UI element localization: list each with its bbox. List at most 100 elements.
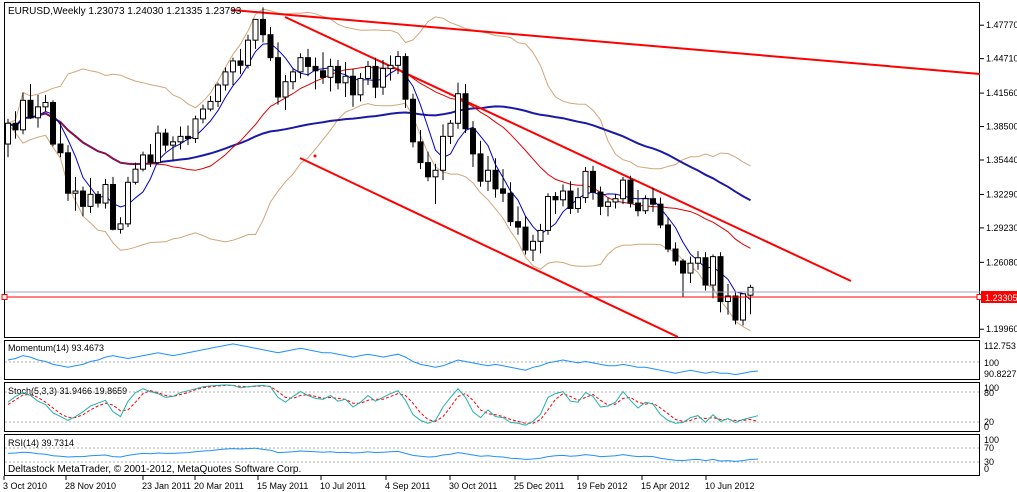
candle-body[interactable] (102, 183, 109, 204)
candle-body[interactable] (335, 65, 341, 84)
rsi-panel[interactable] (4, 434, 980, 476)
candle-body[interactable] (200, 108, 206, 120)
candle-body[interactable] (125, 181, 131, 225)
candle-body[interactable] (560, 190, 566, 201)
bollinger-upper-line[interactable] (7, 8, 751, 170)
candle-body[interactable] (462, 93, 469, 130)
candle-body[interactable] (237, 60, 244, 66)
candle-body[interactable] (5, 122, 11, 145)
candle-body[interactable] (552, 196, 559, 201)
candle-body[interactable] (342, 75, 349, 84)
candle-body[interactable] (455, 93, 461, 124)
candle-body[interactable] (515, 221, 521, 228)
candle-body[interactable] (530, 240, 536, 251)
candle-body[interactable] (290, 71, 296, 83)
candle-body[interactable] (267, 34, 274, 59)
candle-body[interactable] (642, 198, 649, 212)
candle-body[interactable] (702, 257, 709, 286)
candle-body[interactable] (635, 202, 641, 212)
stoch-main-line[interactable] (7, 384, 759, 426)
candle-body[interactable] (582, 170, 589, 199)
candle-body[interactable] (432, 169, 439, 178)
candle-body[interactable] (282, 81, 289, 98)
candle-body[interactable] (132, 168, 139, 183)
long-term-trendline[interactable] (231, 9, 981, 75)
candle-body[interactable] (305, 57, 311, 67)
candle-body[interactable] (567, 190, 574, 210)
candle-body[interactable] (275, 57, 281, 98)
candle-body[interactable] (207, 100, 214, 110)
candle-body[interactable] (95, 193, 101, 204)
candle-body[interactable] (162, 132, 169, 146)
ma-mid-line[interactable] (7, 66, 751, 249)
candle-body[interactable] (35, 106, 41, 119)
candle-body[interactable] (740, 293, 746, 321)
candle-body[interactable] (500, 188, 506, 194)
candle-body[interactable] (425, 162, 431, 178)
candle-body[interactable] (590, 170, 596, 193)
candle-body[interactable] (222, 71, 229, 86)
candle-body[interactable] (447, 122, 454, 137)
candle-body[interactable] (147, 154, 154, 164)
candle-body[interactable] (192, 118, 199, 140)
candle-body[interactable] (665, 224, 671, 250)
candle-body[interactable] (545, 196, 551, 231)
candle-body[interactable] (440, 135, 446, 171)
candle-body[interactable] (327, 65, 334, 78)
candle-body[interactable] (365, 65, 371, 79)
candle-body[interactable] (657, 203, 664, 226)
main-price-panel[interactable] (4, 2, 980, 338)
candle-body[interactable] (65, 152, 71, 194)
candle-body[interactable] (710, 256, 716, 286)
candle-body[interactable] (747, 286, 754, 296)
candle-body[interactable] (680, 260, 686, 274)
momentum-line[interactable] (7, 343, 759, 376)
candle-body[interactable] (522, 226, 529, 251)
candle-body[interactable] (695, 257, 701, 264)
candle-body[interactable] (170, 141, 176, 146)
candle-body[interactable] (627, 179, 634, 204)
candle-body[interactable] (87, 193, 94, 207)
candle-body[interactable] (605, 201, 611, 207)
candle-body[interactable] (575, 197, 581, 210)
candle-body[interactable] (245, 39, 251, 66)
candle-body[interactable] (12, 122, 19, 131)
candle-body[interactable] (230, 60, 236, 73)
candle-body[interactable] (672, 248, 679, 262)
candle-body[interactable] (725, 295, 731, 302)
candle-body[interactable] (27, 99, 34, 119)
stoch-signal-line[interactable] (7, 384, 759, 424)
candle-body[interactable] (297, 57, 304, 73)
candle-body[interactable] (42, 101, 49, 108)
candle-body[interactable] (470, 128, 476, 155)
candle-body[interactable] (215, 84, 221, 102)
candle-body[interactable] (350, 75, 356, 96)
candle-body[interactable] (320, 70, 326, 78)
candle-body[interactable] (155, 132, 161, 164)
stoch-panel[interactable] (4, 382, 980, 432)
candle-body[interactable] (72, 190, 79, 194)
candle-body[interactable] (597, 191, 604, 207)
candle-body[interactable] (612, 198, 619, 203)
candle-body[interactable] (395, 56, 401, 66)
candle-body[interactable] (417, 141, 424, 164)
candle-body[interactable] (357, 77, 364, 96)
candle-body[interactable] (402, 56, 409, 100)
candle-body[interactable] (620, 179, 626, 200)
candle-body[interactable] (485, 169, 491, 182)
candle-body[interactable] (537, 229, 544, 242)
ma-short-line[interactable] (7, 42, 751, 301)
candle-body[interactable] (650, 198, 656, 205)
channel-upper-line[interactable] (284, 16, 852, 282)
candle-body[interactable] (387, 64, 394, 70)
momentum-panel[interactable] (4, 340, 980, 380)
candle-body[interactable] (252, 18, 259, 41)
candle-body[interactable] (140, 154, 146, 170)
candle-body[interactable] (117, 223, 124, 230)
candle-body[interactable] (372, 65, 379, 88)
candle-body[interactable] (57, 143, 64, 154)
candle-body[interactable] (687, 262, 694, 274)
candle-body[interactable] (492, 169, 499, 190)
candle-body[interactable] (260, 18, 266, 36)
candle-body[interactable] (185, 135, 191, 140)
